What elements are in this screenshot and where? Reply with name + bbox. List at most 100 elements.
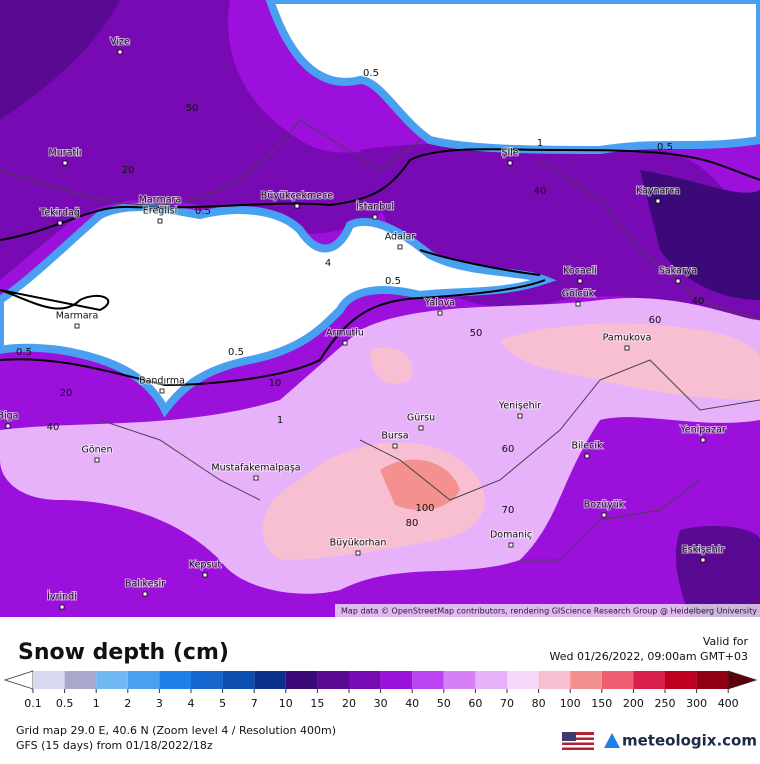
place-label: Bozüyük [584,500,625,511]
contour-label: 40 [534,186,547,197]
colorbar-cell [633,671,665,689]
place-marker [294,203,300,209]
place-marker [624,345,630,351]
place-label: Adalar [385,232,416,243]
place-label: Biga [0,411,19,422]
colorbar-cell [507,671,539,689]
place-marker [202,572,208,578]
attribution: Map data © OpenStreetMap contributors, r… [341,607,757,616]
colorbar-cell [665,671,697,689]
place-label: Gönen [81,445,112,456]
place-marker [159,388,165,394]
place-label: Balıkesir [125,579,165,590]
colorbar-tick-label: 1 [93,697,100,710]
map [0,0,760,617]
place-marker [517,413,523,419]
place-marker [507,160,513,166]
colorbar-tick-label: 40 [405,697,419,710]
contour-label: 80 [406,518,419,529]
place-label: Yenişehir [498,401,542,412]
sea [0,203,557,418]
colorbar-cell [191,671,223,689]
contour-label: 50 [186,103,199,114]
contour-label: 20 [122,165,135,176]
place-label: Muratlı [49,148,82,159]
colorbar-tick-label: 70 [500,697,514,710]
shade [640,170,760,300]
colorbar-tick-label: 200 [623,697,644,710]
shade [370,347,413,384]
colorbar-cell [601,671,634,689]
shade [0,0,400,280]
contour-label: 60 [502,444,515,455]
place-label: İvrindi [47,592,77,603]
colorbar-cell [538,671,571,689]
contour-labels: 0.5 50 1 0.5 20 0.5 40 0.5 4 40 60 50 0.5 0.5 20 40 60 10… [16,68,704,529]
colorbar-cell [254,671,286,689]
place-label: Eskişehir [682,545,725,556]
colorbar-cell [475,671,507,689]
place-label: Domaniç [490,530,532,541]
colorbar-tick-label: 7 [251,697,258,710]
place-label: Büyükorhan [330,538,387,549]
colorbar-cell [696,671,729,689]
colorbar-tick-label: 0.1 [24,697,42,710]
colorbar-tick-label: 150 [591,697,612,710]
sea [265,0,760,155]
place-marker [575,301,581,307]
contour-label: 60 [649,315,662,326]
place-label: Marmara [56,311,99,322]
contour-label: 0.5 [385,276,401,287]
colorbar-cell [33,671,65,689]
place-label: İstanbul [356,202,394,213]
colorbar-tick-label: 10 [279,697,293,710]
valid-label: Valid for [703,635,749,648]
shade [380,459,460,510]
contour-label: 1 [277,415,283,426]
place-marker [253,475,259,481]
place-label: Şile [501,148,518,159]
place-marker [577,278,583,284]
colorbar-cell [159,671,191,689]
contour-label: 0.5 [195,206,211,217]
place-label: Marmara [139,195,182,206]
contour-label: 40 [692,296,705,307]
colorbar-cell [317,671,349,689]
colorbar-tick-label: 30 [374,697,388,710]
colorbar-cell [285,671,318,689]
contour-label: 40 [47,422,60,433]
colorbar-cell [349,671,381,689]
colorbar-arrow [3,670,34,690]
place-marker [601,512,607,518]
shade [675,525,760,617]
colorbar-arrow [727,670,758,690]
place-label: Kepsut [189,560,222,571]
place-marker [57,220,63,226]
place-marker [157,218,163,224]
shade [0,0,120,120]
place-marker [74,323,80,329]
colorbar-tick-label: 5 [219,697,226,710]
place-label: Kaynarca [636,186,680,197]
place-label: Kocaeli [563,266,597,277]
place-marker [142,591,148,597]
contour-label: 0.5 [16,347,32,358]
colorbar-tick-label: 250 [655,697,676,710]
place-marker [508,542,514,548]
place-marker [62,160,68,166]
contour-label: 0.5 [228,347,244,358]
place-label: Pamukova [603,333,652,344]
place-marker [397,244,403,250]
contour-label: 10 [269,378,282,389]
shade [500,323,760,400]
colorbar-cell [380,671,413,689]
colorbar-tick-label: 100 [560,697,581,710]
brand[interactable]: meteologix.com [622,732,757,750]
contour-label: 0.5 [363,68,379,79]
place-label: Mustafakemalpaşa [211,463,300,474]
place-label: Bilecik [571,441,603,452]
legend-title: Snow depth (cm) [18,640,229,665]
contour-label: 70 [502,505,515,516]
place-label: Bursa [381,431,408,442]
